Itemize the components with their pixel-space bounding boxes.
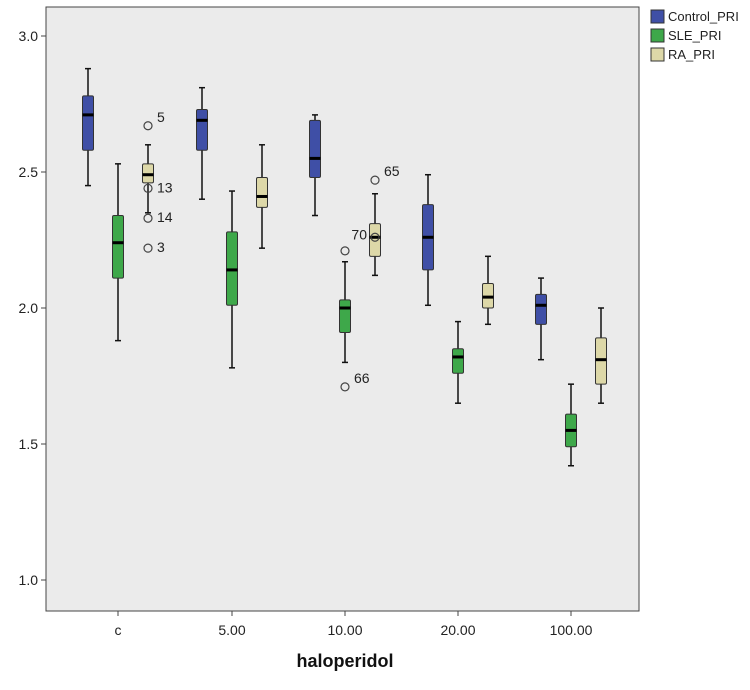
x-axis-title: haloperidol bbox=[296, 651, 393, 671]
outlier-label: 14 bbox=[157, 209, 173, 225]
box-Control_PRI-5.00 bbox=[196, 86, 208, 200]
y-tick-label: 1.5 bbox=[19, 436, 39, 452]
x-tick-label: 100.00 bbox=[550, 622, 593, 638]
box-Control_PRI-c bbox=[82, 67, 94, 187]
iqr-box bbox=[82, 95, 94, 151]
iqr-box bbox=[535, 293, 547, 325]
outlier-point bbox=[370, 175, 380, 185]
box-SLE_PRI-c bbox=[112, 163, 124, 342]
iqr-box bbox=[309, 119, 321, 178]
y-tick-label: 2.0 bbox=[19, 300, 39, 316]
iqr-box bbox=[196, 108, 208, 151]
iqr-box bbox=[452, 348, 464, 374]
box-RA_PRI-c: 5 13 14 3 bbox=[142, 109, 173, 255]
iqr-box bbox=[339, 299, 351, 333]
x-tick-label: 10.00 bbox=[327, 622, 362, 638]
iqr-box bbox=[112, 215, 124, 279]
y-tick-label: 3.0 bbox=[19, 28, 39, 44]
outlier-point bbox=[143, 243, 153, 253]
x-tick-label: 5.00 bbox=[218, 622, 245, 638]
legend-label: Control_PRI bbox=[668, 9, 739, 24]
legend-label: SLE_PRI bbox=[668, 28, 721, 43]
outlier-label: 5 bbox=[157, 109, 165, 125]
box-RA_PRI-100.00 bbox=[595, 307, 607, 404]
box-SLE_PRI-100.00 bbox=[565, 383, 577, 467]
box-RA_PRI-5.00 bbox=[256, 144, 268, 249]
box-Control_PRI-100.00 bbox=[535, 277, 547, 361]
box-SLE_PRI-20.00 bbox=[452, 320, 464, 404]
outlier-label: 13 bbox=[157, 179, 173, 195]
outlier-point bbox=[340, 382, 350, 392]
box-SLE_PRI-10.00: 66 bbox=[339, 246, 370, 392]
outlier-point bbox=[143, 183, 153, 193]
box-SLE_PRI-5.00 bbox=[226, 190, 238, 369]
box-Control_PRI-10.00 bbox=[309, 114, 321, 217]
legend-swatch bbox=[650, 28, 665, 43]
box-RA_PRI-20.00 bbox=[482, 255, 494, 326]
legend-swatch bbox=[650, 9, 665, 24]
outlier-label: 3 bbox=[157, 239, 165, 255]
outlier-label: 66 bbox=[354, 370, 370, 386]
outlier-label: 70 bbox=[351, 226, 367, 242]
y-tick-label: 2.5 bbox=[19, 164, 39, 180]
iqr-box bbox=[256, 176, 268, 208]
y-axis: 1.0 1.5 2.0 2.5 3.0 bbox=[19, 28, 46, 588]
outlier-point bbox=[143, 121, 153, 131]
box-RA_PRI-10.00: 65 70 bbox=[351, 163, 400, 277]
legend: Control_PRI SLE_PRI RA_PRI bbox=[650, 9, 739, 62]
box-groups: 66 5 13 14 3 65 70 bbox=[82, 67, 607, 467]
legend-swatch bbox=[650, 47, 665, 62]
outlier-label: 65 bbox=[384, 163, 400, 179]
x-tick-label: 20.00 bbox=[440, 622, 475, 638]
legend-label: RA_PRI bbox=[668, 47, 715, 62]
y-tick-label: 1.0 bbox=[19, 572, 39, 588]
outlier-point bbox=[143, 213, 153, 223]
outlier-point bbox=[370, 232, 380, 242]
x-axis: c 5.00 10.00 20.00 100.00 bbox=[115, 611, 593, 638]
iqr-box bbox=[369, 223, 381, 257]
outlier-point bbox=[340, 246, 350, 256]
box-Control_PRI-20.00 bbox=[422, 173, 434, 307]
x-tick-label: c bbox=[115, 622, 122, 638]
